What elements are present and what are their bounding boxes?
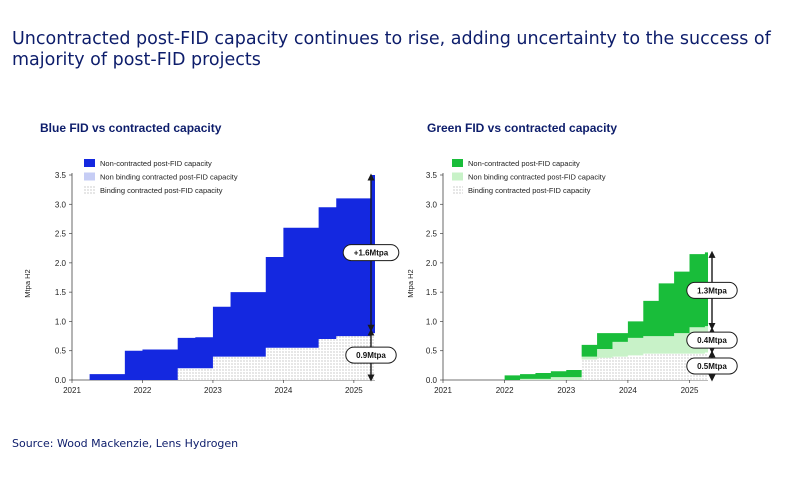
y-tick-label: 1.0 [426, 317, 438, 326]
y-tick-label: 2.5 [55, 230, 67, 239]
annotation-label: 1.3Mtpa [697, 286, 727, 295]
legend-swatch-1 [84, 172, 95, 181]
series-area-non-contracted [72, 175, 375, 380]
annotation-pill [686, 357, 738, 375]
legend-swatch-1 [452, 172, 463, 181]
y-tick-label: 2.0 [426, 259, 438, 268]
legend-label: Binding contracted post-FID capacity [100, 186, 223, 195]
annotation-pill [686, 331, 738, 349]
series-area-binding [72, 333, 375, 380]
legend-label: Non binding contracted post-FID capacity [468, 173, 606, 182]
y-tick-label: 0.0 [426, 376, 438, 385]
x-tick-label: 2025 [681, 386, 699, 395]
headline-title: Uncontracted post-FID capacity continues… [12, 29, 771, 70]
y-tick-label: 3.0 [426, 200, 438, 209]
chart-panel-blue: Blue FID vs contracted capacity 0.0 0.5 1.0… [23, 121, 400, 395]
y-axis-label: Mtpa H2 [406, 269, 415, 297]
y-tick-label: 3.5 [55, 171, 67, 180]
x-tick-label: 2022 [496, 386, 514, 395]
annotation-pill [342, 244, 400, 262]
series-area-non-binding [72, 333, 375, 380]
x-tick-label: 2023 [557, 386, 575, 395]
x-tick-label: 2021 [63, 386, 81, 395]
x-tick-label: 2024 [619, 386, 637, 395]
x-tick-label: 2023 [204, 386, 222, 395]
y-tick-label: 0.5 [426, 347, 438, 356]
annotation-label: 0.5Mtpa [697, 362, 727, 371]
y-tick-label: 3.5 [426, 171, 438, 180]
chart-legend: Non-contracted post-FID capacity Non bind… [84, 159, 238, 195]
legend-swatch-0 [452, 159, 463, 167]
legend-label: Non-contracted post-FID capacity [468, 159, 580, 168]
legend-label: Binding contracted post-FID capacity [468, 186, 591, 195]
annotation-label: 0.4Mtpa [697, 336, 727, 345]
chart-panel-green: Green FID vs contracted capacity 0.0 0.5 1.… [406, 121, 738, 395]
y-tick-label: 1.5 [55, 288, 67, 297]
chart-title: Green FID vs contracted capacity [427, 121, 617, 135]
legend-label: Non-contracted post-FID capacity [100, 159, 212, 168]
y-axis-label: Mtpa H2 [23, 269, 32, 297]
chart-legend: Non-contracted post-FID capacity Non bind… [452, 159, 606, 195]
annotation-pill [345, 346, 397, 364]
series-area-binding [443, 352, 708, 380]
annotation-label: 0.9Mtpa [356, 351, 386, 360]
legend-swatch-2 [452, 186, 463, 194]
x-tick-label: 2022 [134, 386, 152, 395]
y-tick-label: 0.5 [55, 347, 67, 356]
y-tick-label: 2.5 [426, 230, 438, 239]
annotation-label: +1.6Mtpa [354, 249, 389, 258]
x-tick-label: 2025 [345, 386, 363, 395]
legend-swatch-2 [84, 186, 95, 194]
series-area-non-contracted [443, 252, 708, 380]
x-tick-label: 2021 [434, 386, 452, 395]
chart-title: Blue FID vs contracted capacity [40, 121, 222, 135]
legend-label: Non binding contracted post-FID capacity [100, 173, 238, 182]
y-tick-label: 3.0 [55, 200, 67, 209]
legend-swatch-0 [84, 159, 95, 167]
series-area-non-binding [443, 326, 708, 380]
x-tick-label: 2024 [274, 386, 292, 395]
y-tick-label: 1.0 [55, 317, 67, 326]
y-tick-label: 2.0 [55, 259, 67, 268]
annotation-pill [686, 281, 738, 299]
source-note: Source: Wood Mackenzie, Lens Hydrogen [12, 437, 239, 450]
y-tick-label: 0.0 [55, 376, 67, 385]
y-tick-label: 1.5 [426, 288, 438, 297]
